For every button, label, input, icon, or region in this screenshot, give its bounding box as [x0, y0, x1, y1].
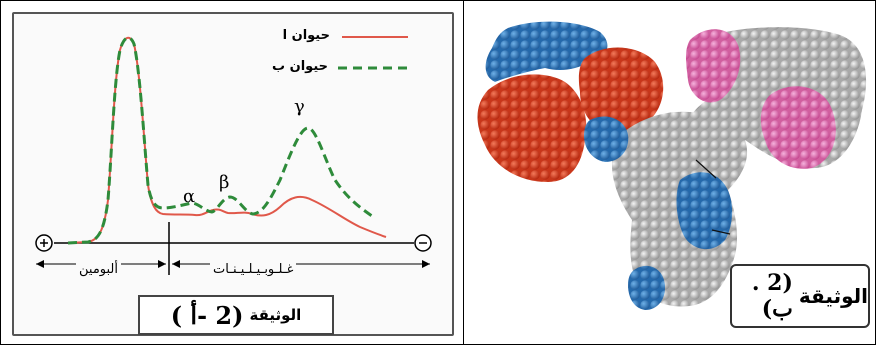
blue-left-chain [485, 21, 608, 82]
animal-b-curve [67, 36, 376, 245]
animal-a-curve [67, 36, 387, 244]
document-a-panel [12, 12, 454, 336]
document-a-caption-word: الوثيقة [249, 306, 302, 324]
document-b-caption-word: الوثيقة [798, 284, 868, 308]
pink-right-chain [686, 29, 741, 103]
globulins-label: غـلـوبـيـلـيـنـات [210, 262, 297, 277]
pink-right-chain-lower [760, 86, 836, 169]
legend-animal-a-label: حيوان ا [282, 28, 330, 43]
gamma-label: γ [294, 96, 305, 117]
blue-stem-patch [676, 172, 733, 250]
albumin-label: ألبومين [76, 262, 121, 277]
panel-divider [463, 0, 464, 345]
red-left-chain [477, 74, 587, 182]
document-a-caption-number: (2 -أ ) [170, 300, 244, 330]
document-b-caption: الوثيقة (2 . ب) [730, 264, 870, 328]
red-upper-chain [578, 47, 664, 135]
antibody-molecule-model [477, 21, 867, 310]
beta-label: β [219, 172, 230, 193]
blue-mid-patch [584, 116, 629, 162]
alpha-label: α [183, 186, 196, 207]
blue-stem-lower [628, 265, 666, 310]
document-b-caption-number: (2 . ب) [751, 270, 793, 322]
document-a-caption: الوثيقة (2 -أ ) [138, 295, 334, 335]
legend-animal-b-label: حيوان ب [272, 59, 328, 74]
